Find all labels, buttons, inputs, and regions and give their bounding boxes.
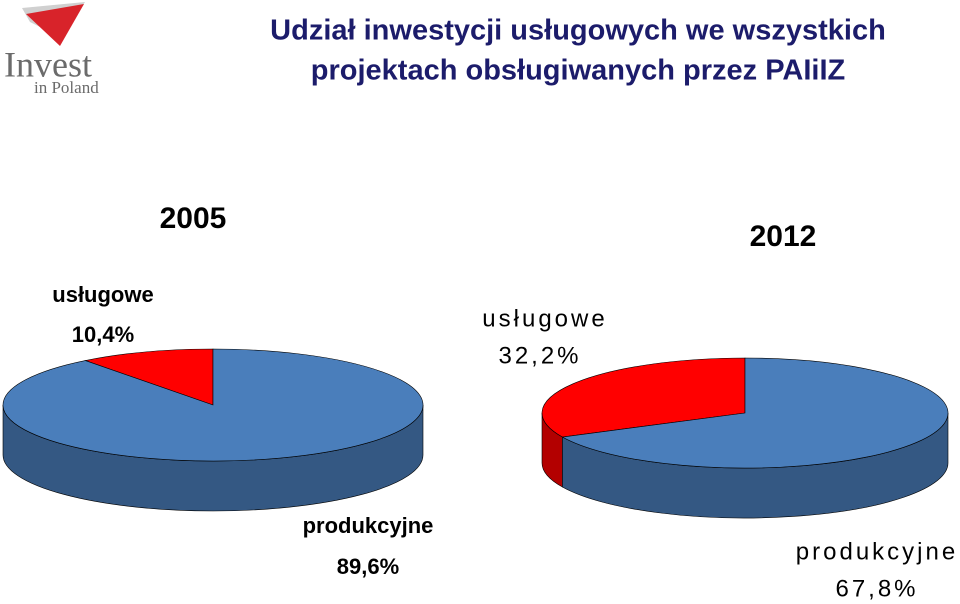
slice xyxy=(84,348,214,406)
logo: Invest in Poland xyxy=(4,2,99,97)
slide-title: projektach obsługiwanych przez PAIiIZ xyxy=(311,55,845,87)
chart-title: 2012 xyxy=(750,220,817,253)
logo-ribbon xyxy=(26,4,84,46)
slice-label: produkcyjne xyxy=(303,513,434,538)
slice-label: produkcyjne xyxy=(796,538,958,565)
slice xyxy=(541,357,746,438)
chart-title: 2005 xyxy=(160,202,227,235)
logo-subtext: in Poland xyxy=(34,78,99,97)
value-label: 32,2% xyxy=(498,342,581,369)
slice xyxy=(561,357,949,469)
slide-title: Udział inwestycji usługowych we wszystki… xyxy=(270,15,886,47)
slice-label: usługowe xyxy=(482,305,607,332)
slice-label: usługowe xyxy=(52,282,153,307)
value-label: 89,6% xyxy=(337,554,399,579)
value-label: 10,4% xyxy=(72,322,134,347)
logo-text: Invest xyxy=(4,44,92,84)
slice xyxy=(2,348,424,462)
value-label: 67,8% xyxy=(835,575,918,602)
